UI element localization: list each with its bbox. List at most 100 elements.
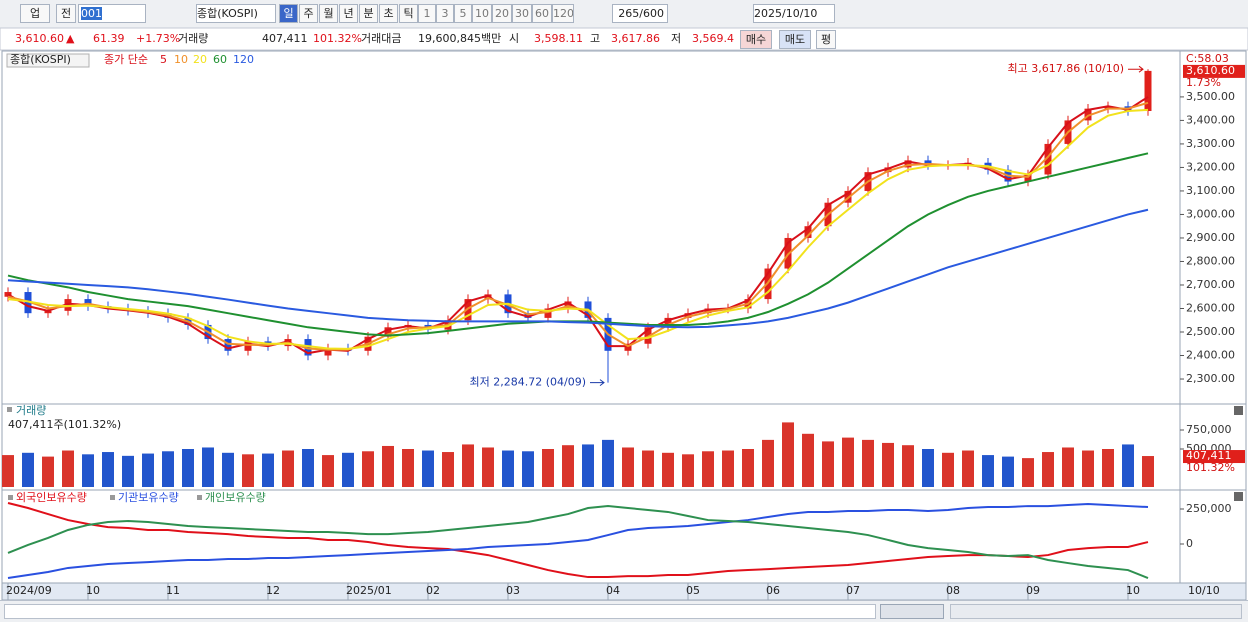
x-tick-label: 2024/09 [6, 584, 52, 597]
x-tick-label: 08 [946, 584, 960, 597]
y-tick-label: 0 [1186, 537, 1193, 550]
volume-bar [342, 452, 354, 487]
legend-item: 개인보유수량 [205, 491, 266, 504]
volume-bar [982, 455, 994, 487]
y-tick-label: 2,700.00 [1186, 278, 1235, 291]
interval-button[interactable]: 20 [492, 4, 512, 23]
volume-bar [222, 452, 234, 487]
period-button[interactable]: 초 [379, 4, 398, 23]
quote-high: 3,617.86 [611, 32, 660, 45]
volume-bar [262, 453, 274, 487]
candle-body [564, 301, 572, 309]
y-tick-label: 2,400.00 [1186, 349, 1235, 362]
code-input[interactable]: 001 [78, 4, 146, 23]
volume-bar [102, 452, 114, 487]
quote-change-pct: +1.73% [136, 32, 181, 45]
legend-marker [7, 407, 12, 412]
period-button[interactable]: 주 [299, 4, 318, 23]
last-change-label: 1.73% [1186, 76, 1221, 89]
y-tick-label: 2,800.00 [1186, 254, 1235, 267]
interval-button[interactable]: 10 [472, 4, 492, 23]
interval-button[interactable]: 120 [552, 4, 574, 23]
candle-body [304, 339, 312, 356]
holding-line [7, 502, 1149, 580]
interval-button[interactable]: 5 [454, 4, 472, 23]
name-field: 종합(KOSPI) [196, 4, 276, 23]
candle-body [684, 313, 692, 318]
quote-arrow: ▲ [66, 32, 75, 45]
volume-bar [902, 445, 914, 487]
y-tick-label: 3,500.00 [1186, 90, 1235, 103]
candle-body [644, 327, 652, 344]
last-volume-label: 407,411 [1186, 449, 1232, 462]
candle-body [1144, 70, 1152, 112]
axis-end-label: 10/10 [1188, 584, 1220, 597]
candle-body [84, 299, 92, 307]
high-annotation: 최고 3,617.86 (10/10) [1007, 62, 1124, 75]
interval-button[interactable]: 3 [436, 4, 454, 23]
volume-bar [382, 445, 394, 487]
volume-bar [482, 447, 494, 487]
quote-open: 3,598.11 [534, 32, 583, 45]
candle-body [1104, 106, 1112, 109]
period-button[interactable]: 년 [339, 4, 358, 23]
volume-bar [962, 450, 974, 487]
candle-body [704, 308, 712, 314]
period-button[interactable]: 월 [319, 4, 338, 23]
date-field[interactable]: 2025/10/10 [753, 4, 835, 23]
candle-body [244, 341, 252, 351]
candle-body [904, 160, 912, 168]
x-tick-label: 12 [266, 584, 280, 597]
volume-bar [942, 452, 954, 487]
scroll-controls[interactable] [880, 604, 944, 619]
volume-bar [2, 455, 14, 487]
volume-bar [642, 450, 654, 487]
volume-bar [862, 439, 874, 487]
volume-bar [402, 449, 414, 487]
legend-title: 종합(KOSPI) [10, 53, 71, 66]
volume-bar [122, 455, 134, 487]
volume-bar [582, 444, 594, 487]
volume-bar [22, 452, 34, 487]
market-select[interactable]: 업 [20, 4, 50, 23]
panel-close[interactable] [1234, 406, 1243, 415]
volume-bar [502, 450, 514, 487]
period-button[interactable]: 틱 [399, 4, 418, 23]
interval-button[interactable]: 1 [418, 4, 436, 23]
y-tick-label: 3,400.00 [1186, 113, 1235, 126]
volume-bar [202, 447, 214, 487]
volume-bar [1022, 458, 1034, 487]
sell-button[interactable]: 매도 [779, 30, 811, 49]
legend-item: 5 [160, 53, 167, 66]
period-button[interactable]: 일 [279, 4, 298, 23]
high-arrow [1128, 65, 1144, 73]
candle-body [384, 327, 392, 337]
volume-bar [662, 452, 674, 487]
scroll-track[interactable] [4, 604, 876, 619]
candle-body [1024, 174, 1032, 182]
candle-body [1044, 143, 1052, 175]
x-tick-label: 05 [686, 584, 700, 597]
volume-bar [882, 442, 894, 487]
zoom-tools[interactable] [950, 604, 1242, 619]
buy-button[interactable]: 매수 [740, 30, 772, 49]
prev-button[interactable]: 전 [56, 4, 76, 23]
interval-button[interactable]: 60 [532, 4, 552, 23]
x-tick-label: 2025/01 [346, 584, 392, 597]
volume-bar [82, 454, 94, 487]
count-field: 265/600 [612, 4, 668, 23]
x-tick-label: 04 [606, 584, 620, 597]
volume-bar [542, 449, 554, 487]
volume-bar [1082, 450, 1094, 487]
last-volume-box [1183, 450, 1245, 464]
candle-body [884, 167, 892, 173]
legend-item: 120 [233, 53, 254, 66]
legend-item: 60 [213, 53, 227, 66]
panel-close[interactable] [1234, 492, 1243, 501]
y-tick-label: 2,900.00 [1186, 231, 1235, 244]
avg-button[interactable]: 평 [816, 30, 836, 49]
period-button[interactable]: 분 [359, 4, 378, 23]
volume-bar [762, 439, 774, 487]
interval-button[interactable]: 30 [512, 4, 532, 23]
quote-bg [0, 27, 1248, 51]
